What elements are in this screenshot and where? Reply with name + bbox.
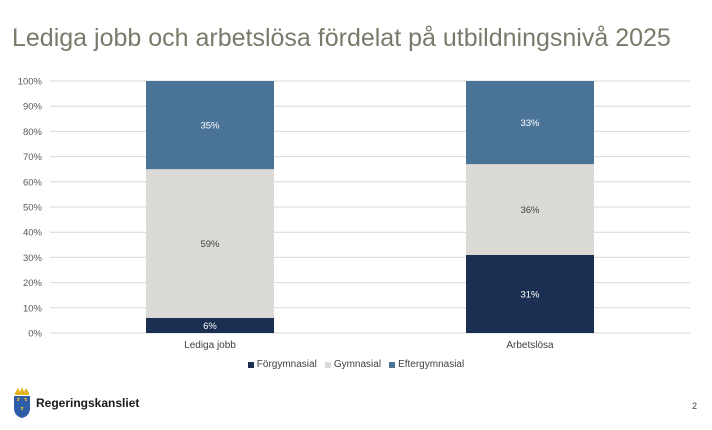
legend-swatch — [324, 361, 331, 368]
y-tick-label: 70% — [23, 152, 43, 163]
bar-segment — [466, 254, 594, 333]
bar-segment — [146, 169, 274, 318]
legend-label: Förgymnasial — [256, 359, 317, 370]
page-number: 2 — [692, 401, 698, 411]
legend-item: Gymnasial — [324, 359, 382, 370]
data-label: 33% — [520, 118, 540, 129]
y-tick-label: 50% — [23, 203, 43, 214]
y-tick-label: 60% — [23, 177, 43, 188]
bar-segment — [146, 81, 274, 170]
bar-segment — [466, 164, 594, 255]
legend-swatch — [389, 361, 396, 368]
legend-item: Eftergymnasial — [389, 359, 464, 370]
data-label: 59% — [200, 239, 220, 250]
legend-label: Gymnasial — [333, 359, 382, 370]
legend-label: Eftergymnasial — [398, 359, 465, 370]
y-tick-label: 100% — [18, 77, 43, 88]
legend-swatch — [247, 361, 254, 368]
y-tick-label: 0% — [28, 329, 42, 340]
y-tick-label: 10% — [23, 303, 43, 314]
logo-text: Regeringskansliet — [36, 396, 140, 410]
y-tick-label: 80% — [23, 127, 43, 138]
data-label: 36% — [520, 205, 540, 216]
page-title: Lediga jobb och arbetslösa fördelat på u… — [12, 24, 671, 52]
bar-segment — [146, 317, 274, 333]
logo: Regeringskansliet — [12, 387, 139, 419]
data-label: 35% — [200, 121, 220, 132]
y-tick-label: 90% — [23, 102, 43, 113]
data-label: 31% — [520, 289, 540, 300]
legend-item: Förgymnasial — [247, 359, 317, 370]
chart-legend: Förgymnasial Gymnasial Eftergymnasial — [0, 359, 712, 370]
crown-shield-icon — [14, 387, 30, 418]
x-category-label: Arbetslösa — [506, 340, 554, 351]
data-label: 6% — [203, 321, 217, 332]
bar-segment — [466, 81, 594, 165]
x-category-label: Lediga jobb — [184, 340, 236, 351]
y-tick-label: 20% — [23, 278, 43, 289]
y-tick-label: 30% — [23, 253, 43, 264]
y-tick-label: 40% — [23, 228, 43, 239]
